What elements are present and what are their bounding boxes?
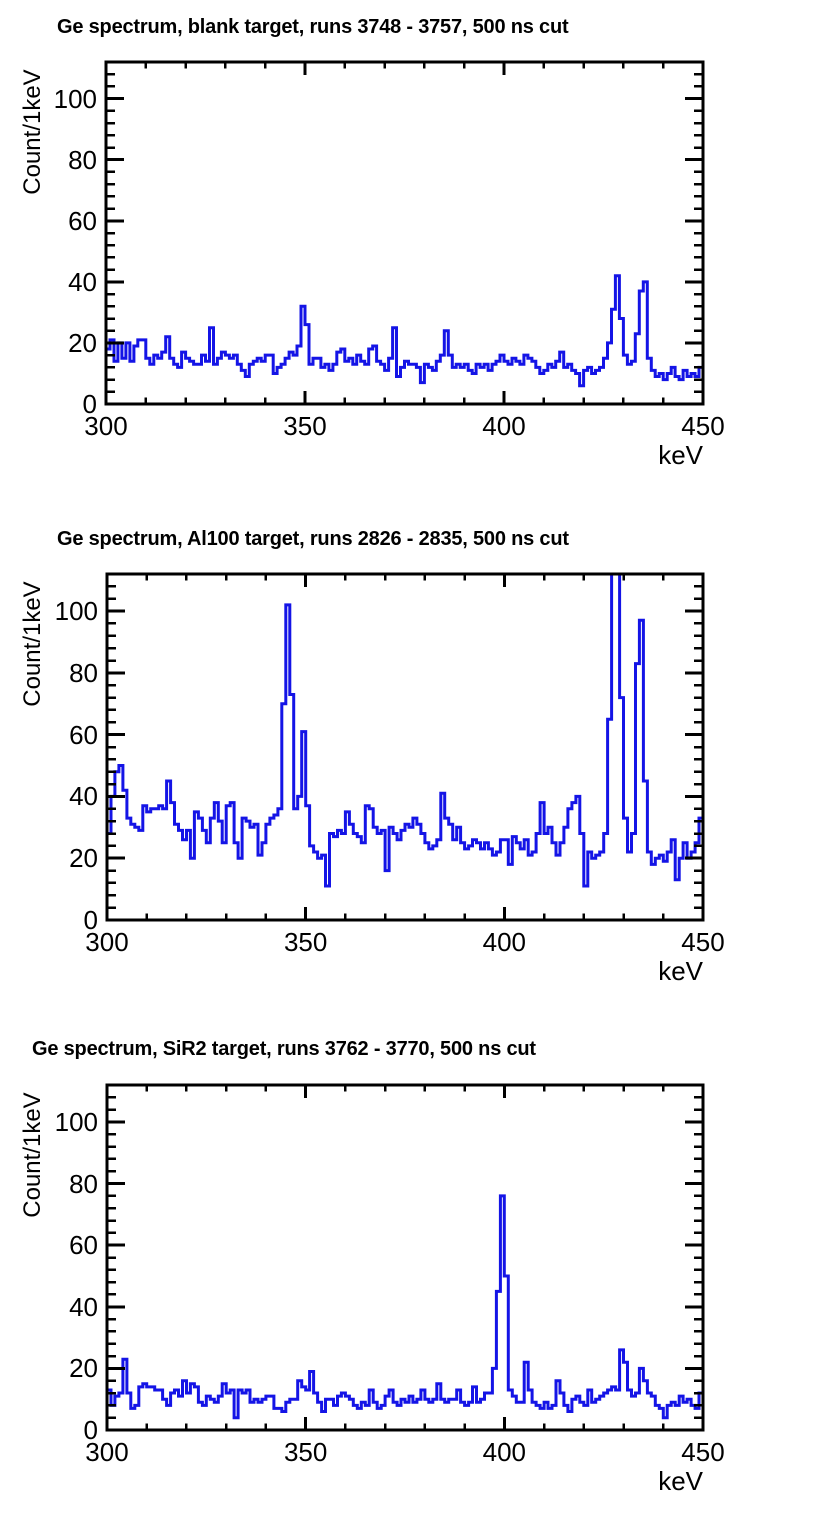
chart3-x-tick-label: 400: [482, 1437, 527, 1467]
chart1-histogram-line: [104, 274, 705, 404]
chart3-frame-and-ticks: [105, 1083, 705, 1432]
chart2-y-axis-label: Count/1keV: [19, 581, 46, 707]
chart2-x-tick-label: 350: [283, 927, 328, 957]
chart1-y-tick-label: 80: [68, 144, 97, 175]
chart1-x-tick-label: 350: [283, 411, 327, 441]
chart2-y-tick-label: 100: [54, 596, 98, 627]
chart2-frame-and-ticks: [105, 572, 705, 922]
chart3-histogram-line: [105, 1194, 705, 1430]
chart2-title: Ge spectrum, Al100 target, runs 2826 - 2…: [57, 528, 569, 550]
chart2-x-tick-label: 300: [85, 927, 129, 957]
chart3-title: Ge spectrum, SiR2 target, runs 3762 - 37…: [32, 1038, 536, 1060]
chart1-x-axis-label: keV: [658, 440, 703, 470]
chart3-y-tick-label: 40: [69, 1291, 98, 1322]
chart1-title: Ge spectrum, blank target, runs 3748 - 3…: [57, 16, 569, 38]
chart3-y-tick-label: 80: [69, 1168, 98, 1199]
chart1-x-tick-label: 400: [482, 411, 526, 441]
chart3-x-tick-label: 350: [283, 1437, 328, 1467]
chart2-x-tick-label: 450: [681, 927, 725, 957]
chart2-y-tick-label: 0: [83, 905, 98, 935]
chart1-y-tick-label: 40: [68, 266, 97, 297]
chart3-x-tick-label: 300: [85, 1437, 129, 1467]
chart3-y-tick-label: 0: [83, 1415, 98, 1445]
chart2-x-tick-label: 400: [482, 927, 527, 957]
chart1-y-tick-label: 0: [82, 389, 97, 419]
chart1-y-tick-label: 100: [53, 83, 97, 114]
chart2-y-tick-label: 60: [69, 719, 98, 750]
chart3-y-tick-label: 20: [69, 1353, 98, 1384]
chart2-y-tick-label: 40: [69, 781, 98, 812]
chart1-y-tick-label: 60: [68, 205, 97, 236]
chart3-x-tick-label: 450: [681, 1437, 725, 1467]
chart1-x-tick-label: 300: [84, 411, 128, 441]
chart2-y-tick-label: 80: [69, 657, 98, 688]
chart3-x-axis-label: keV: [658, 1466, 703, 1496]
chart3-y-tick-label: 60: [69, 1230, 98, 1261]
chart2-y-tick-label: 20: [69, 843, 98, 874]
chart3-y-tick-label: 100: [54, 1106, 98, 1137]
chart2-x-axis-label: keV: [658, 956, 703, 986]
chart1-x-tick-label: 450: [681, 411, 725, 441]
chart1-y-tick-label: 20: [68, 327, 97, 358]
chart1-frame-and-ticks: [104, 60, 705, 406]
chart2-histogram-line: [105, 572, 705, 920]
